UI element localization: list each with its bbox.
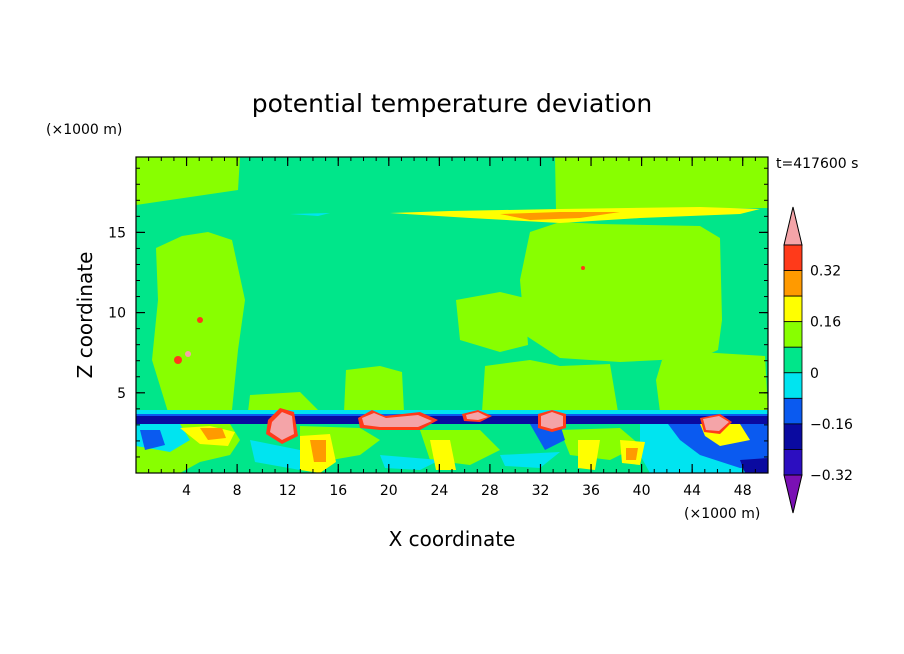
field-region-upper-positive bbox=[520, 222, 722, 362]
y-tick-label: 10 bbox=[108, 306, 126, 322]
x-tick-label: 20 bbox=[380, 483, 398, 499]
field-region-upper-positive bbox=[136, 157, 240, 205]
field-region-boundary-blue bbox=[140, 430, 165, 450]
x-tick-label: 24 bbox=[430, 483, 448, 499]
x-tick-label: 48 bbox=[734, 483, 752, 499]
field-spot bbox=[581, 266, 585, 270]
x-tick-label: 8 bbox=[233, 483, 242, 499]
field-region-plume bbox=[703, 416, 729, 431]
field-region-boundary-warm bbox=[626, 448, 638, 460]
chart-title: potential temperature deviation bbox=[252, 89, 652, 118]
field-region-stratospheric-streak bbox=[500, 212, 620, 220]
field-region-upper-positive bbox=[482, 360, 618, 412]
field-region-stratospheric-streak bbox=[290, 213, 330, 216]
field-region-upper-positive bbox=[555, 157, 768, 210]
y-tick-label: 5 bbox=[117, 386, 126, 402]
x-unit-label: (×1000 m) bbox=[684, 506, 760, 522]
field-region-plume bbox=[466, 412, 488, 420]
x-tick-label: 32 bbox=[532, 483, 550, 499]
field-region-upper-positive bbox=[248, 392, 320, 412]
field-region-upper-positive bbox=[456, 292, 528, 352]
field-region-boundary-dark bbox=[740, 458, 768, 473]
time-label: t=417600 s bbox=[776, 156, 858, 172]
colorbar-segment bbox=[783, 346, 803, 374]
colorbar-segment bbox=[783, 295, 803, 323]
field-spot bbox=[174, 356, 182, 364]
colorbar-extend-bottom bbox=[783, 474, 803, 514]
field-region-boundary-cyan bbox=[500, 452, 560, 468]
field-spot bbox=[197, 317, 203, 323]
colorbar-extend-top bbox=[783, 206, 803, 246]
field-region-upper-positive bbox=[656, 352, 768, 412]
y-axis-title: Z coordinate bbox=[73, 252, 97, 379]
field-region-boundary-warm bbox=[578, 440, 600, 470]
colorbar-segment bbox=[783, 321, 803, 348]
colorbar-label: −0.16 bbox=[810, 417, 853, 433]
colorbar-segment bbox=[783, 397, 803, 425]
colorbar-label: 0.32 bbox=[810, 264, 841, 280]
field-region-boundary-warm bbox=[430, 440, 456, 470]
field-region-plume bbox=[270, 412, 294, 440]
x-tick-label: 4 bbox=[182, 483, 191, 499]
colorbar-segment bbox=[783, 244, 803, 271]
colorbar-label: −0.32 bbox=[810, 468, 853, 484]
x-tick-label: 16 bbox=[329, 483, 347, 499]
x-axis-title: X coordinate bbox=[389, 527, 516, 551]
field-region-inversion-cyan bbox=[136, 410, 768, 416]
colorbar-segment bbox=[783, 449, 803, 476]
contour-field bbox=[136, 157, 768, 473]
colorbar-label: 0.16 bbox=[810, 315, 841, 331]
colorbar-segment bbox=[783, 423, 803, 450]
field-region-inversion-dark bbox=[136, 416, 768, 424]
field-region-boundary-warm bbox=[310, 440, 326, 462]
colorbar-label: 0 bbox=[810, 366, 819, 382]
field-region-plume bbox=[541, 412, 563, 429]
y-unit-label: (×1000 m) bbox=[46, 122, 122, 138]
plot-area bbox=[135, 156, 769, 474]
colorbar-segment bbox=[783, 372, 803, 399]
colorbar-segment bbox=[783, 270, 803, 297]
colorbar: 0.32 0.16 0 −0.16 −0.32 bbox=[783, 206, 853, 514]
y-tick-label: 15 bbox=[108, 225, 126, 241]
field-region-upper-positive bbox=[344, 366, 404, 412]
x-tick-label: 28 bbox=[481, 483, 499, 499]
x-tick-label: 40 bbox=[633, 483, 651, 499]
field-region-boundary-cyan bbox=[380, 455, 440, 470]
x-tick-label: 44 bbox=[683, 483, 701, 499]
x-tick-label: 12 bbox=[279, 483, 297, 499]
field-region-boundary-warm bbox=[200, 428, 226, 440]
field-spot bbox=[185, 351, 191, 357]
x-tick-label: 36 bbox=[582, 483, 600, 499]
field-region-plume bbox=[362, 413, 432, 427]
